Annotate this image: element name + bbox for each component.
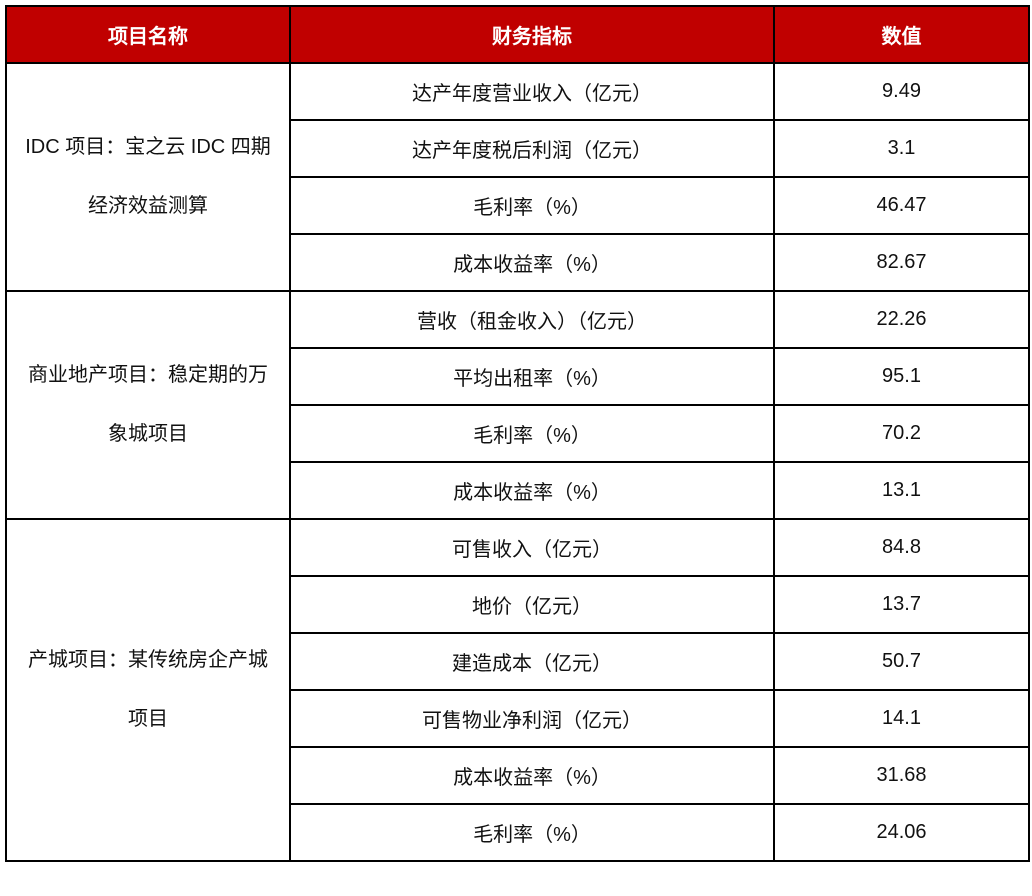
value-cell: 95.1 — [773, 347, 1030, 406]
table-row: IDC 项目：宝之云 IDC 四期经济效益测算 达产年度营业收入（亿元） 9.49 — [5, 62, 1030, 292]
value-cell: 22.26 — [773, 290, 1030, 349]
value-cell: 50.7 — [773, 632, 1030, 691]
table-row: 地价（亿元） 13.7 — [6, 575, 1030, 634]
table-row: 达产年度税后利润（亿元） 3.1 — [6, 119, 1030, 178]
table-row: 成本收益率（%） 82.67 — [6, 233, 1030, 292]
header-project-name: 项目名称 — [5, 5, 291, 64]
table-row: 毛利率（%） 24.06 — [6, 803, 1030, 862]
value-cell: 24.06 — [773, 803, 1030, 862]
metric-cell: 地价（亿元） — [289, 575, 775, 634]
metric-cell: 营收（租金收入）（亿元） — [289, 290, 775, 349]
table-row: 成本收益率（%） 13.1 — [6, 461, 1030, 520]
table-body: IDC 项目：宝之云 IDC 四期经济效益测算 达产年度营业收入（亿元） 9.49 达… — [5, 62, 1030, 862]
table-row: 建造成本（亿元） 50.7 — [6, 632, 1030, 691]
value-cell: 9.49 — [773, 62, 1030, 121]
metric-cell: 毛利率（%） — [289, 404, 775, 463]
project-name-cell: 商业地产项目：稳定期的万象城项目 — [5, 290, 291, 520]
table-row: 毛利率（%） 70.2 — [6, 404, 1030, 463]
financial-table: 项目名称 财务指标 数值 IDC 项目：宝之云 IDC 四期经济效益测算 达产年度… — [5, 5, 1030, 862]
header-metric: 财务指标 — [289, 5, 775, 64]
metric-cell: 成本收益率（%） — [289, 461, 775, 520]
value-cell: 13.7 — [773, 575, 1030, 634]
project-name-cell: IDC 项目：宝之云 IDC 四期经济效益测算 — [5, 62, 291, 292]
value-cell: 82.67 — [773, 233, 1030, 292]
header-value: 数值 — [773, 5, 1030, 64]
value-cell: 70.2 — [773, 404, 1030, 463]
metric-cell: 毛利率（%） — [289, 803, 775, 862]
header-row: 项目名称 财务指标 数值 — [5, 5, 1030, 64]
value-cell: 13.1 — [773, 461, 1030, 520]
metric-cell: 平均出租率（%） — [289, 347, 775, 406]
metric-cell: 可售物业净利润（亿元） — [289, 689, 775, 748]
table-row: 平均出租率（%） 95.1 — [6, 347, 1030, 406]
table-row: 毛利率（%） 46.47 — [6, 176, 1030, 235]
value-cell: 3.1 — [773, 119, 1030, 178]
value-cell: 31.68 — [773, 746, 1030, 805]
project-name-cell: 产城项目：某传统房企产城项目 — [5, 518, 291, 862]
metric-cell: 达产年度税后利润（亿元） — [289, 119, 775, 178]
metric-cell: 建造成本（亿元） — [289, 632, 775, 691]
value-cell: 46.47 — [773, 176, 1030, 235]
value-cell: 84.8 — [773, 518, 1030, 577]
value-cell: 14.1 — [773, 689, 1030, 748]
metric-cell: 毛利率（%） — [289, 176, 775, 235]
metric-cell: 成本收益率（%） — [289, 746, 775, 805]
metric-cell: 达产年度营业收入（亿元） — [289, 62, 775, 121]
table-row: 商业地产项目：稳定期的万象城项目 营收（租金收入）（亿元） 22.26 — [5, 290, 1030, 520]
metric-cell: 可售收入（亿元） — [289, 518, 775, 577]
metric-cell: 成本收益率（%） — [289, 233, 775, 292]
table-row: 成本收益率（%） 31.68 — [6, 746, 1030, 805]
table-row: 产城项目：某传统房企产城项目 可售收入（亿元） 84.8 — [5, 518, 1030, 862]
table-row: 可售物业净利润（亿元） 14.1 — [6, 689, 1030, 748]
